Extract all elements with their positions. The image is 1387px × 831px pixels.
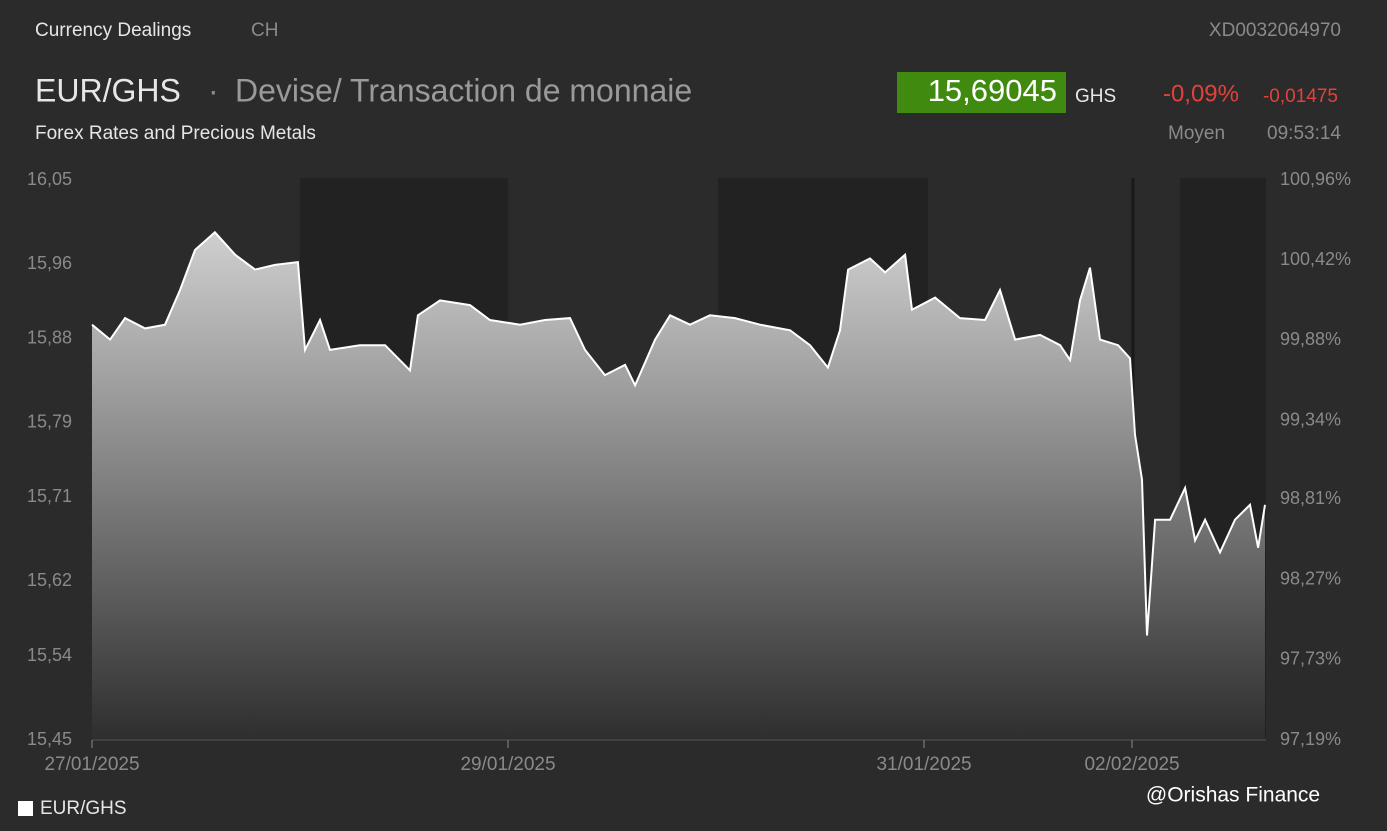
isin: XD0032064970 [1209, 20, 1341, 41]
x-tick-label: 27/01/2025 [44, 754, 139, 775]
y2-tick-label: 99,34% [1280, 409, 1341, 429]
y2-tick-label: 100,96% [1280, 169, 1351, 189]
market: CH [251, 20, 278, 41]
y2-tick-label: 98,81% [1280, 488, 1341, 508]
watermark-box [1128, 778, 1340, 814]
watermark: @Orishas Finance [1146, 784, 1320, 807]
currency: GHS [1075, 86, 1116, 107]
price-box [897, 72, 1066, 113]
change-abs: -0,01475 [1263, 86, 1338, 107]
change-pct: -0,09% [1163, 80, 1239, 107]
x-tick-label: 29/01/2025 [460, 754, 555, 775]
price-type: Moyen [1168, 123, 1225, 144]
separator-dot: · [208, 72, 219, 108]
x-tick-label: 02/02/2025 [1084, 754, 1179, 775]
y-tick-label: 15,54 [27, 645, 72, 665]
y-tick-label: 15,96 [27, 253, 72, 273]
area [92, 232, 1265, 741]
y-tick-label: 15,62 [27, 570, 72, 590]
y2-tick-label: 97,73% [1280, 649, 1341, 669]
x-tick-label: 31/01/2025 [876, 754, 971, 775]
y-tick-label: 15,45 [27, 729, 72, 749]
description: Devise/ Transaction de monnaie [235, 72, 692, 108]
line [91, 230, 1266, 636]
legend-swatch [18, 801, 33, 816]
symbol: EUR/GHS [35, 72, 181, 108]
y2-tick-label: 100,42% [1280, 249, 1351, 269]
y-tick-label: 15,79 [27, 411, 72, 431]
y2-tick-label: 99,88% [1280, 329, 1341, 349]
y-tick-label: 15,88 [27, 327, 72, 347]
y2-tick-label: 98,27% [1280, 568, 1341, 588]
time: 09:53:14 [1267, 123, 1341, 144]
subtitle: Forex Rates and Precious Metals [35, 123, 316, 144]
legend-label: EUR/GHS [40, 798, 127, 819]
y2-tick-label: 97,19% [1280, 729, 1341, 749]
y-tick-label: 16,05 [27, 169, 72, 189]
y-tick-label: 15,71 [27, 486, 72, 506]
price: 15,69045 [928, 73, 1057, 108]
section: Currency Dealings [35, 20, 191, 41]
